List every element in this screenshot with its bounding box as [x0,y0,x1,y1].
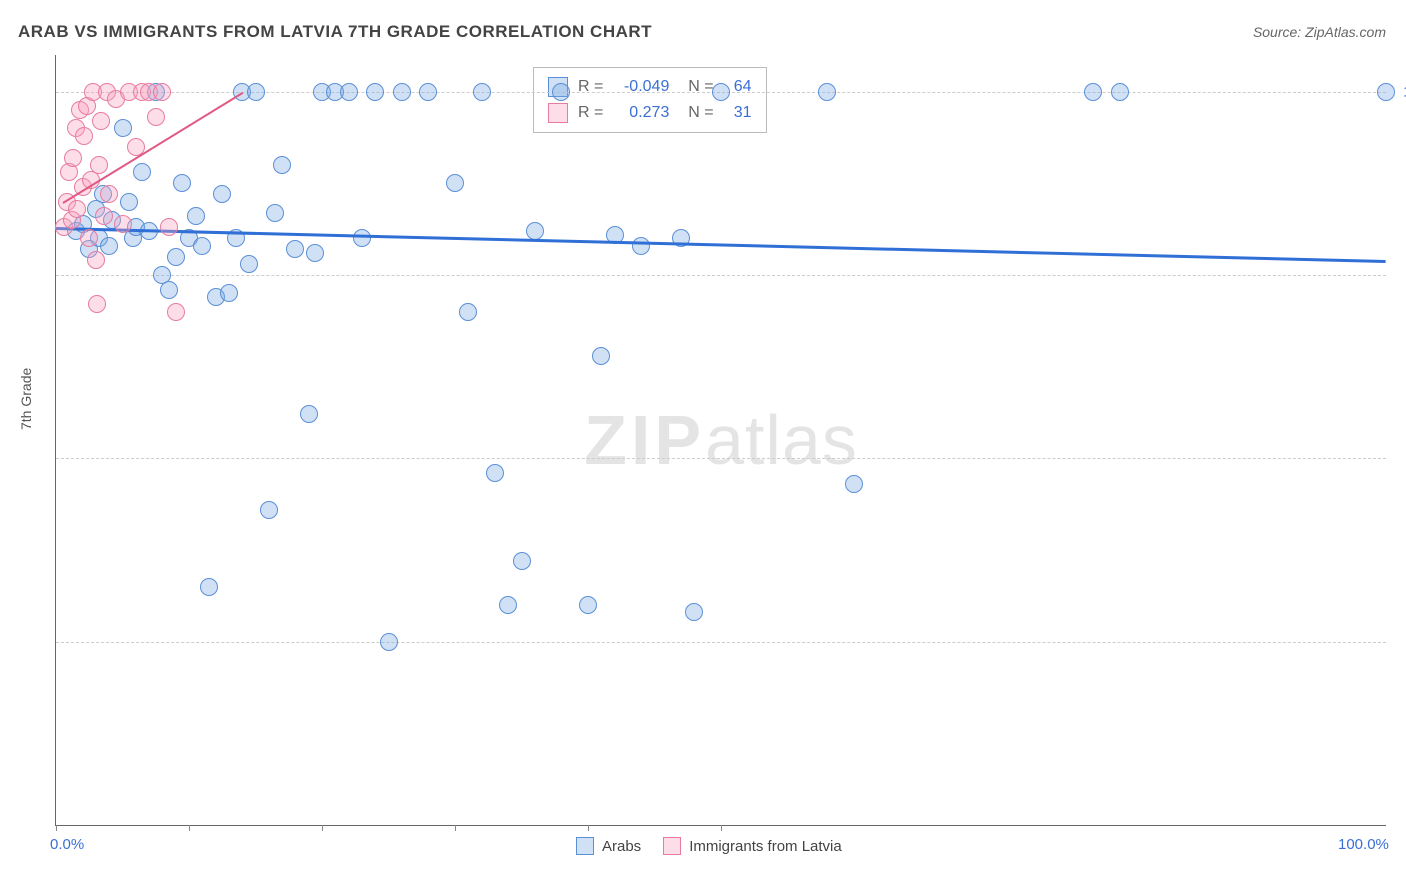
data-point [187,207,205,225]
y-axis-label: 7th Grade [18,368,34,430]
x-tick-mark [455,825,456,831]
data-point [100,185,118,203]
data-point [685,603,703,621]
data-point [133,163,151,181]
data-point [286,240,304,258]
data-point [353,229,371,247]
data-point [88,295,106,313]
data-point [64,149,82,167]
data-point [260,501,278,519]
data-point [75,127,93,145]
legend-entry: Immigrants from Latvia [663,837,842,855]
legend-series: Arabs Immigrants from Latvia [576,837,842,855]
legend-swatch [663,837,681,855]
data-point [1377,83,1395,101]
x-tick-mark [189,825,190,831]
legend-correlation: R = -0.049 N = 64R = 0.273 N = 31 [533,67,767,133]
legend-label: Arabs [602,838,641,855]
legend-label: Immigrants from Latvia [689,838,842,855]
legend-r-value: -0.049 [613,74,669,100]
data-point [95,207,113,225]
data-point [200,578,218,596]
data-point [68,200,86,218]
gridline [56,458,1386,459]
legend-swatch [576,837,594,855]
data-point [513,552,531,570]
data-point [114,215,132,233]
data-point [160,281,178,299]
data-point [306,244,324,262]
data-point [90,156,108,174]
data-point [114,119,132,137]
data-point [499,596,517,614]
chart-container: ARAB VS IMMIGRANTS FROM LATVIA 7TH GRADE… [0,0,1406,892]
data-point [486,464,504,482]
data-point [380,633,398,651]
legend-n-label: N = [679,74,713,100]
legend-r-value: 0.273 [613,100,669,126]
data-point [592,347,610,365]
data-point [213,185,231,203]
legend-row: R = 0.273 N = 31 [548,100,752,126]
data-point [1084,83,1102,101]
data-point [87,251,105,269]
data-point [340,83,358,101]
data-point [419,83,437,101]
data-point [579,596,597,614]
data-point [1111,83,1129,101]
x-tick-mark [322,825,323,831]
data-point [273,156,291,174]
data-point [459,303,477,321]
chart-title: ARAB VS IMMIGRANTS FROM LATVIA 7TH GRADE… [18,22,652,42]
x-tick-mark [721,825,722,831]
data-point [120,193,138,211]
gridline [56,642,1386,643]
data-point [173,174,191,192]
plot-area: ZIPatlas R = -0.049 N = 64R = 0.273 N = … [55,55,1386,826]
legend-swatch [548,103,568,123]
legend-n-value: 31 [724,100,752,126]
data-point [167,303,185,321]
data-point [100,237,118,255]
data-point [240,255,258,273]
data-point [300,405,318,423]
x-tick-label: 100.0% [1338,836,1389,853]
legend-entry: Arabs [576,837,641,855]
x-tick-mark [588,825,589,831]
x-tick-mark [56,825,57,831]
data-point [712,83,730,101]
data-point [473,83,491,101]
data-point [393,83,411,101]
data-point [220,284,238,302]
data-point [147,108,165,126]
data-point [845,475,863,493]
legend-r-label: R = [578,100,603,126]
data-point [80,229,98,247]
legend-r-label: R = [578,74,603,100]
data-point [167,248,185,266]
source-attribution: Source: ZipAtlas.com [1253,24,1386,40]
data-point [92,112,110,130]
data-point [552,83,570,101]
data-point [446,174,464,192]
data-point [632,237,650,255]
watermark: ZIPatlas [584,400,858,480]
data-point [247,83,265,101]
legend-n-label: N = [679,100,713,126]
gridline [56,275,1386,276]
data-point [153,83,171,101]
data-point [160,218,178,236]
data-point [818,83,836,101]
data-point [366,83,384,101]
x-tick-label: 0.0% [50,836,84,853]
data-point [526,222,544,240]
data-point [193,237,211,255]
data-point [266,204,284,222]
